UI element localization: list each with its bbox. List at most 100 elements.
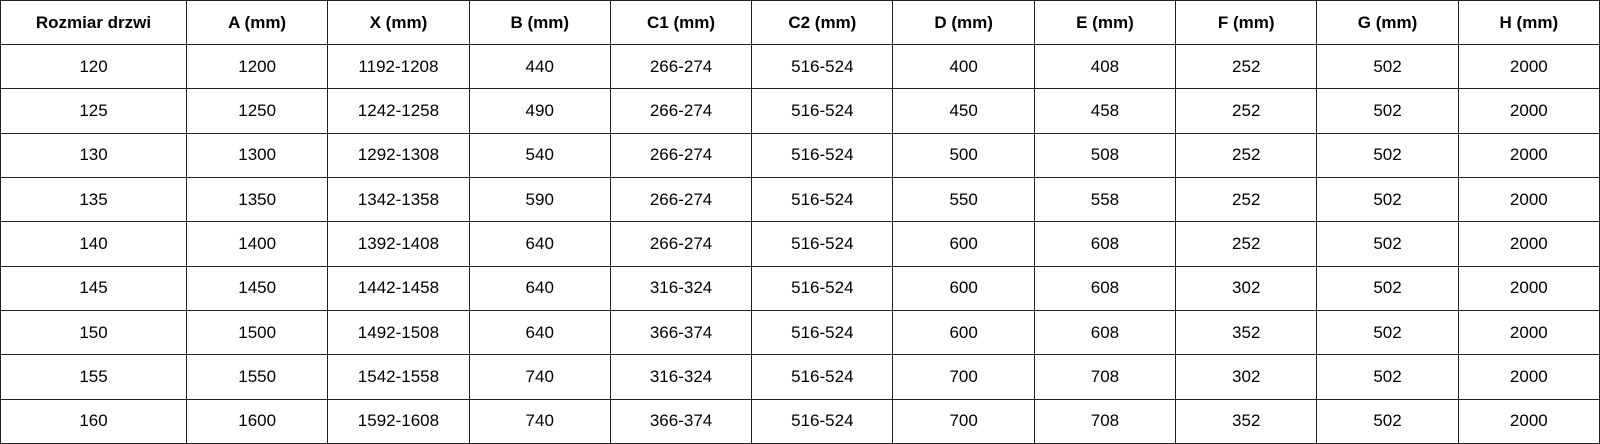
table-cell: 1542-1558 (327, 354, 470, 400)
table-cell: 502 (1316, 88, 1459, 134)
table-cell: 130 (0, 132, 187, 178)
table-cell: 252 (1175, 88, 1318, 134)
column-header: X (mm) (327, 0, 470, 45)
table-cell: 600 (892, 265, 1035, 311)
table-row: 155 1550 1542-1558 740 316-324 516-524 700 708 3… (0, 354, 1600, 400)
table-cell: 266-274 (609, 132, 753, 178)
table-cell: 1400 (185, 221, 329, 267)
table-cell: 252 (1175, 221, 1318, 267)
table-cell: 1342-1358 (327, 176, 470, 223)
table-cell: 516-524 (751, 354, 894, 400)
table-cell: 516-524 (751, 309, 894, 356)
column-header: A (mm) (185, 0, 329, 45)
table-cell: 352 (1175, 398, 1318, 444)
table-cell: 440 (468, 43, 611, 90)
table-row: 160 1600 1592-1608 740 366-374 516-524 700 708 3… (0, 398, 1600, 444)
table-cell: 450 (892, 88, 1035, 134)
table-row: 135 1350 1342-1358 590 266-274 516-524 550 558 2… (0, 176, 1600, 223)
table-row: 120 1200 1192-1208 440 266-274 516-524 400 408 2… (0, 43, 1600, 90)
column-header: H (mm) (1457, 0, 1600, 45)
table-cell: 608 (1033, 309, 1177, 356)
table-cell: 502 (1316, 309, 1459, 356)
table-cell: 740 (468, 398, 611, 444)
table-cell: 516-524 (751, 43, 894, 90)
table-row: 145 1450 1442-1458 640 316-324 516-524 600 608 3… (0, 265, 1600, 311)
table-cell: 502 (1316, 265, 1459, 311)
table-cell: 1392-1408 (327, 221, 470, 267)
table-cell: 2000 (1457, 176, 1600, 223)
table-cell: 366-374 (609, 398, 753, 444)
table-cell: 1442-1458 (327, 265, 470, 311)
table-cell: 600 (892, 309, 1035, 356)
table-cell: 508 (1033, 132, 1177, 178)
table-cell: 502 (1316, 43, 1459, 90)
table-cell: 135 (0, 176, 187, 223)
table-cell: 640 (468, 221, 611, 267)
table-cell: 400 (892, 43, 1035, 90)
table-cell: 1192-1208 (327, 43, 470, 90)
table-cell: 1600 (185, 398, 329, 444)
table-row: 150 1500 1492-1508 640 366-374 516-524 600 608 3… (0, 309, 1600, 356)
table-cell: 516-524 (751, 132, 894, 178)
table-cell: 550 (892, 176, 1035, 223)
table-cell: 640 (468, 265, 611, 311)
column-header: B (mm) (468, 0, 611, 45)
table-cell: 2000 (1457, 354, 1600, 400)
table-cell: 252 (1175, 132, 1318, 178)
column-header: F (mm) (1175, 0, 1318, 45)
table-cell: 408 (1033, 43, 1177, 90)
table-cell: 2000 (1457, 43, 1600, 90)
table-cell: 316-324 (609, 354, 753, 400)
table-cell: 1450 (185, 265, 329, 311)
table-cell: 1550 (185, 354, 329, 400)
table-cell: 540 (468, 132, 611, 178)
table-cell: 502 (1316, 221, 1459, 267)
table-cell: 2000 (1457, 398, 1600, 444)
column-header: Rozmiar drzwi (0, 0, 187, 45)
table-row: 140 1400 1392-1408 640 266-274 516-524 600 608 2… (0, 221, 1600, 267)
table-cell: 516-524 (751, 265, 894, 311)
table-cell: 266-274 (609, 88, 753, 134)
table-cell: 150 (0, 309, 187, 356)
table-cell: 2000 (1457, 221, 1600, 267)
table-cell: 2000 (1457, 132, 1600, 178)
table-cell: 1300 (185, 132, 329, 178)
table-cell: 266-274 (609, 221, 753, 267)
table-cell: 2000 (1457, 309, 1600, 356)
column-header: C1 (mm) (609, 0, 753, 45)
table-cell: 500 (892, 132, 1035, 178)
table-cell: 266-274 (609, 43, 753, 90)
table-cell: 120 (0, 43, 187, 90)
table-cell: 502 (1316, 176, 1459, 223)
table-cell: 125 (0, 88, 187, 134)
table-cell: 608 (1033, 265, 1177, 311)
table-cell: 2000 (1457, 88, 1600, 134)
table-cell: 590 (468, 176, 611, 223)
table-cell: 458 (1033, 88, 1177, 134)
table-cell: 2000 (1457, 265, 1600, 311)
table-cell: 740 (468, 354, 611, 400)
table-cell: 252 (1175, 176, 1318, 223)
table-cell: 700 (892, 398, 1035, 444)
table-cell: 708 (1033, 354, 1177, 400)
table-cell: 252 (1175, 43, 1318, 90)
table-cell: 1242-1258 (327, 88, 470, 134)
column-header: G (mm) (1316, 0, 1459, 45)
table-cell: 266-274 (609, 176, 753, 223)
table-cell: 1250 (185, 88, 329, 134)
table-cell: 366-374 (609, 309, 753, 356)
table-cell: 140 (0, 221, 187, 267)
column-header: E (mm) (1033, 0, 1177, 45)
column-header: C2 (mm) (751, 0, 894, 45)
table-cell: 1350 (185, 176, 329, 223)
table-cell: 516-524 (751, 176, 894, 223)
table-cell: 502 (1316, 132, 1459, 178)
table-row: 130 1300 1292-1308 540 266-274 516-524 500 508 2… (0, 132, 1600, 178)
table-cell: 160 (0, 398, 187, 444)
table-cell: 1500 (185, 309, 329, 356)
table-cell: 1592-1608 (327, 398, 470, 444)
table-cell: 516-524 (751, 398, 894, 444)
table-cell: 502 (1316, 354, 1459, 400)
table-cell: 316-324 (609, 265, 753, 311)
